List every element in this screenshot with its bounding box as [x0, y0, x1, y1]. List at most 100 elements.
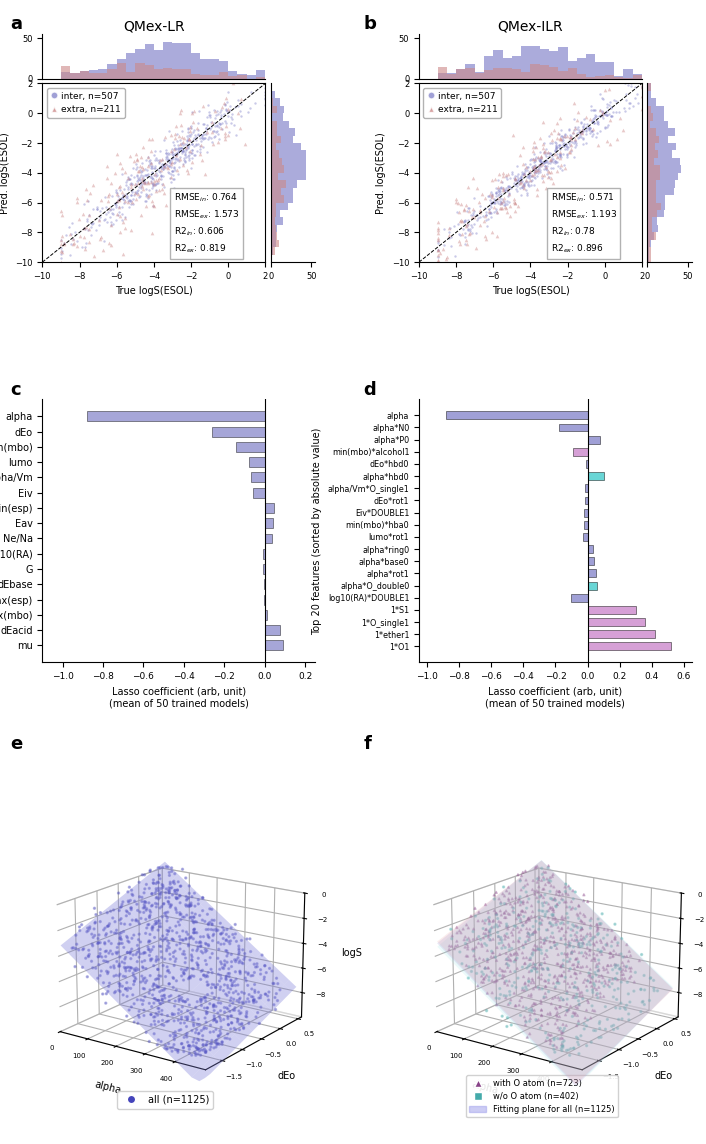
Point [521, 172, 532, 190]
Point [126, 192, 137, 210]
Point [530, 164, 541, 182]
Point [578, 114, 590, 133]
Point [592, 135, 603, 153]
Point [604, 111, 615, 129]
Point [175, 116, 186, 134]
Point [468, 215, 479, 233]
Point [594, 101, 606, 119]
Point [454, 225, 465, 244]
Bar [270, 128, 277, 136]
Point [462, 221, 473, 239]
Bar [558, 47, 568, 79]
Point [498, 192, 510, 210]
Point [201, 116, 213, 134]
Point [222, 100, 234, 118]
Point [175, 138, 186, 157]
Point [522, 167, 534, 185]
Point [189, 126, 201, 144]
Point [83, 221, 94, 239]
Text: f: f [364, 736, 371, 753]
Point [157, 156, 169, 174]
Bar [503, 67, 512, 79]
Point [161, 196, 172, 214]
Point [508, 190, 520, 208]
Point [109, 193, 121, 212]
Point [246, 84, 257, 102]
Point [533, 161, 544, 180]
Point [484, 191, 496, 209]
Point [154, 153, 165, 172]
Point [496, 173, 508, 191]
Point [529, 158, 540, 176]
Bar [587, 472, 604, 480]
Point [599, 119, 611, 137]
Point [541, 158, 552, 176]
Point [494, 191, 505, 209]
Point [481, 206, 492, 224]
Point [510, 169, 521, 188]
Point [136, 166, 147, 184]
Point [174, 141, 185, 159]
Point [492, 189, 503, 207]
Point [210, 126, 221, 144]
Point [611, 92, 622, 110]
Point [83, 192, 94, 210]
Point [156, 151, 167, 169]
Point [145, 173, 156, 191]
Point [79, 219, 90, 237]
Point [115, 189, 126, 207]
Point [169, 129, 181, 148]
Point [260, 67, 271, 86]
Point [164, 157, 175, 175]
Point [546, 150, 558, 168]
Point [558, 128, 569, 146]
Point [547, 174, 558, 192]
Bar [633, 74, 642, 79]
Point [583, 120, 594, 138]
Point [528, 145, 539, 164]
Point [502, 180, 513, 198]
Point [551, 161, 563, 180]
Point [490, 184, 501, 202]
Bar [647, 210, 657, 217]
Point [155, 161, 167, 180]
Point [106, 204, 117, 222]
Point [234, 118, 246, 136]
Point [76, 238, 88, 256]
Bar [647, 225, 658, 232]
Point [503, 192, 515, 210]
Point [131, 190, 142, 208]
Bar [647, 84, 650, 90]
Point [135, 186, 146, 205]
Point [112, 191, 123, 209]
Point [185, 126, 196, 144]
Bar [270, 143, 301, 151]
Point [559, 125, 570, 143]
Point [543, 146, 554, 165]
Point [498, 189, 510, 207]
Point [556, 161, 568, 180]
Point [479, 227, 490, 245]
Point [109, 194, 120, 213]
Point [174, 149, 185, 167]
Point [209, 117, 220, 135]
Point [94, 212, 105, 230]
Point [445, 237, 457, 255]
Point [564, 126, 575, 144]
Point [550, 142, 561, 160]
Point [631, 85, 642, 103]
Point [599, 105, 610, 124]
Point [170, 140, 181, 158]
Point [150, 176, 161, 194]
Bar [145, 45, 154, 79]
Bar [647, 255, 652, 262]
Point [145, 157, 156, 175]
Point [623, 76, 634, 94]
Bar [270, 173, 278, 181]
Point [78, 194, 90, 213]
Point [80, 239, 91, 257]
Point [68, 235, 79, 253]
Point [443, 276, 454, 294]
Bar [647, 90, 650, 98]
Point [461, 217, 472, 236]
